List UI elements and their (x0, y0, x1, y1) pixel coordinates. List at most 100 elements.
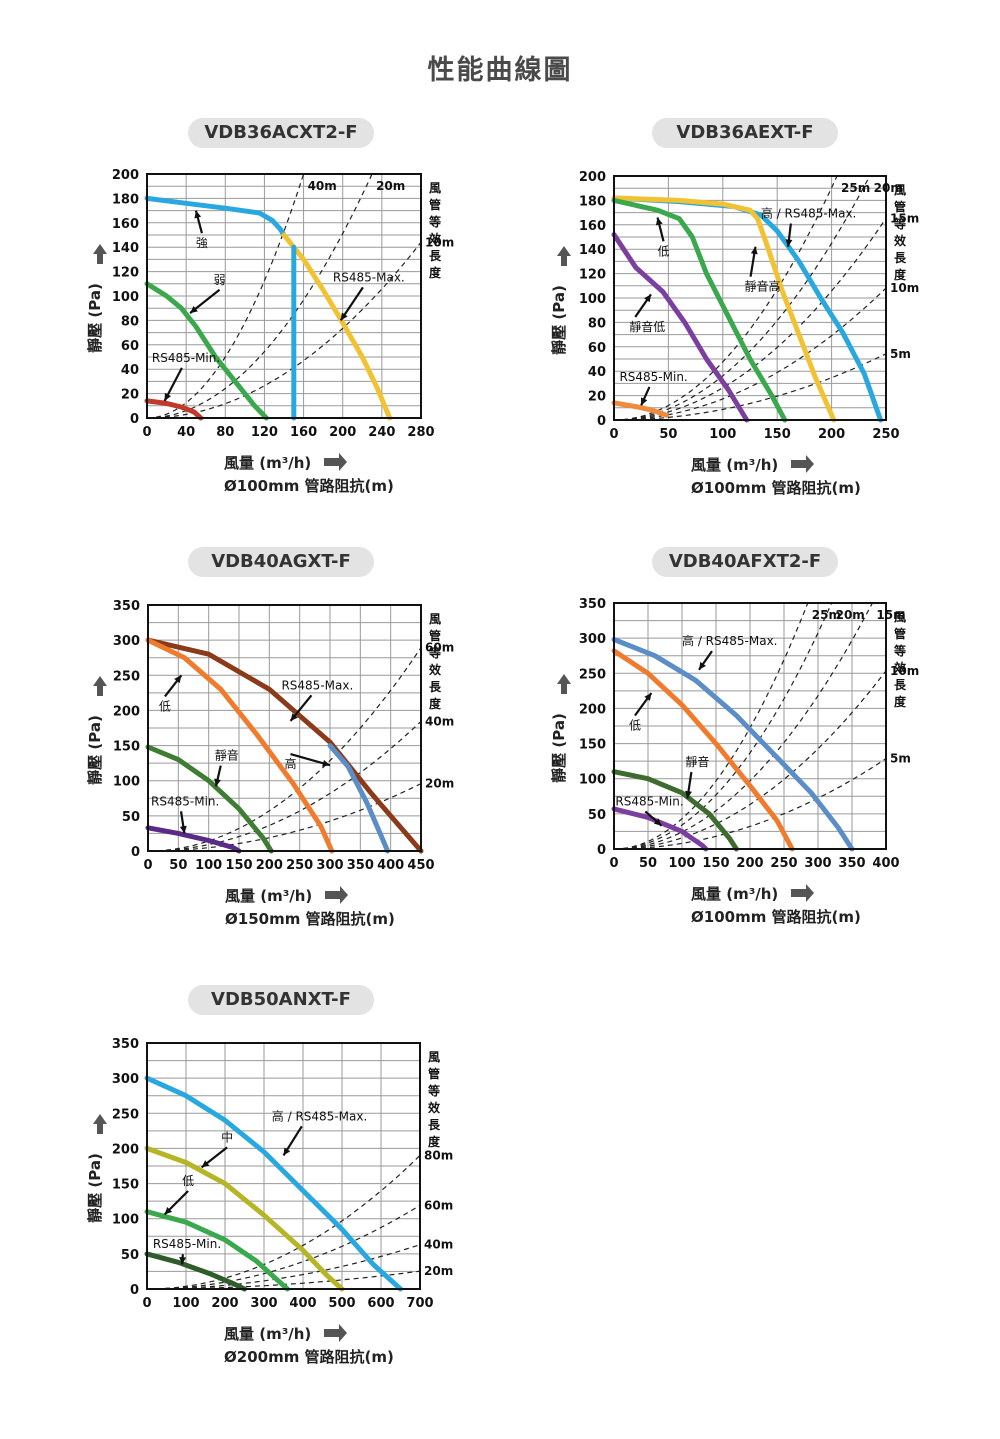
y-tick-label: 60 (121, 339, 139, 354)
up-arrow-icon (93, 1114, 107, 1124)
x-tick-label: 160 (290, 425, 317, 440)
annotation-label: 強 (196, 236, 208, 250)
arrow-head (644, 692, 652, 701)
up-arrow-icon (561, 255, 567, 266)
y-axis-label: 靜壓 (Pa) (550, 285, 568, 355)
x-tick-label: 350 (347, 858, 374, 873)
duct-length-label: 20m (874, 181, 903, 195)
page-title: 性能曲線圖 (427, 55, 573, 86)
y-tick-label: 160 (579, 219, 606, 234)
series-line (145, 637, 424, 854)
y-tick-label: 300 (113, 634, 140, 649)
annotation-label: RS485-Min. (151, 794, 219, 808)
duct-length-title: 管 (894, 626, 906, 641)
y-tick-label: 140 (112, 241, 139, 256)
up-arrow-icon (97, 253, 103, 264)
x-tick-label: 50 (639, 856, 657, 871)
y-tick-label: 50 (121, 1248, 139, 1263)
x-tick-label: 500 (328, 1296, 355, 1311)
duct-resistance-line (148, 647, 421, 851)
x-tick-label: 200 (736, 856, 763, 871)
up-arrow-icon (557, 246, 571, 256)
duct-length-label: 15m (890, 211, 919, 225)
duct-length-title: 效 (894, 660, 907, 675)
annotation-label: 低 (159, 699, 171, 713)
series-line (327, 743, 391, 854)
y-tick-label: 200 (579, 170, 606, 185)
series-line (611, 769, 739, 852)
right-arrow-icon (324, 1324, 347, 1342)
annotation-label: 弱 (214, 273, 226, 287)
duct-length-title: 等 (428, 214, 441, 229)
x-axis-label: 風量 (m³/h) (691, 456, 778, 474)
y-tick-label: 0 (597, 843, 606, 858)
duct-length-title: 等 (893, 643, 906, 658)
duct-length-label: 10m (890, 281, 919, 295)
arrow-head (174, 675, 182, 684)
annotation-label: 高 / RS485-Max. (272, 1108, 368, 1123)
duct-resistance-line (614, 176, 838, 420)
x-tick-label: 120 (251, 425, 278, 440)
y-tick-label: 50 (122, 810, 140, 825)
x-tick-label: 0 (142, 425, 151, 440)
arrow-head (190, 305, 198, 314)
series-line (611, 637, 855, 852)
duct-length-title: 效 (429, 231, 442, 246)
duct-length-label: 20m (836, 608, 865, 622)
duct-length-title: 效 (428, 1100, 441, 1115)
x-tick-label: 80 (216, 425, 234, 440)
performance-chart: 25m 20m 15m 10m 5m 0 50 100 150 200 250 0 20 40 60 80 10… (550, 170, 919, 497)
up-arrow-icon (557, 674, 571, 684)
series-line (145, 744, 274, 854)
duct-length-title: 長 (894, 677, 907, 692)
arrow-head (685, 790, 692, 799)
x-tick-label: 0 (609, 427, 618, 442)
annotation-label: 靜音低 (629, 319, 665, 334)
y-tick-label: 300 (112, 1072, 139, 1087)
y-tick-label: 150 (579, 738, 606, 753)
duct-length-title: 風 (428, 1050, 440, 1064)
x-axis-label: 風量 (m³/h) (225, 887, 312, 905)
annotation-label: 靜音高 (745, 279, 781, 294)
x-tick-label: 600 (367, 1296, 394, 1311)
y-tick-label: 250 (112, 1107, 139, 1122)
x-tick-label: 300 (804, 856, 831, 871)
x-tick-label: 200 (256, 858, 283, 873)
duct-length-title: 等 (427, 1083, 440, 1098)
duct-length-title: 效 (894, 233, 907, 248)
duct-length-title: 長 (428, 1117, 441, 1132)
duct-length-label: 5m (890, 347, 911, 361)
y-tick-label: 50 (588, 808, 606, 823)
x-tick-label: 0 (609, 856, 618, 871)
duct-length-label: 10m (425, 235, 454, 249)
plot-frame (613, 602, 887, 850)
duct-note: Ø200mm 管路阻抗(m) (224, 1348, 394, 1366)
right-arrow-icon (324, 453, 347, 471)
plot-frame (146, 1042, 421, 1290)
y-tick-label: 0 (131, 845, 140, 860)
series-line (144, 1145, 345, 1292)
x-tick-label: 700 (406, 1296, 433, 1311)
y-tick-label: 300 (579, 632, 606, 647)
duct-length-label: 20m (424, 1264, 453, 1278)
annotation-label: RS485-Min. (153, 1237, 221, 1251)
x-axis-label: 風量 (m³/h) (224, 1325, 311, 1343)
series-line (145, 637, 335, 854)
x-tick-label: 450 (407, 858, 434, 873)
y-tick-label: 0 (597, 414, 606, 429)
y-tick-label: 100 (112, 290, 139, 305)
y-tick-label: 180 (112, 192, 139, 207)
y-tick-label: 0 (130, 412, 139, 427)
annotation-label: 靜音 (215, 748, 239, 763)
annotation-label: 高 / RS485-Max. (682, 633, 778, 648)
x-tick-label: 280 (407, 425, 434, 440)
annotation-label: RS485-Max. (333, 270, 405, 284)
annotation-label: 靜音 (685, 754, 709, 769)
duct-length-label: 25m (812, 608, 841, 622)
y-tick-label: 40 (588, 365, 606, 380)
y-tick-label: 200 (113, 704, 140, 719)
arrow-head (655, 217, 663, 226)
series-line (611, 232, 750, 423)
x-tick-label: 300 (250, 1296, 277, 1311)
annotation-label: RS485-Min. (152, 351, 220, 365)
